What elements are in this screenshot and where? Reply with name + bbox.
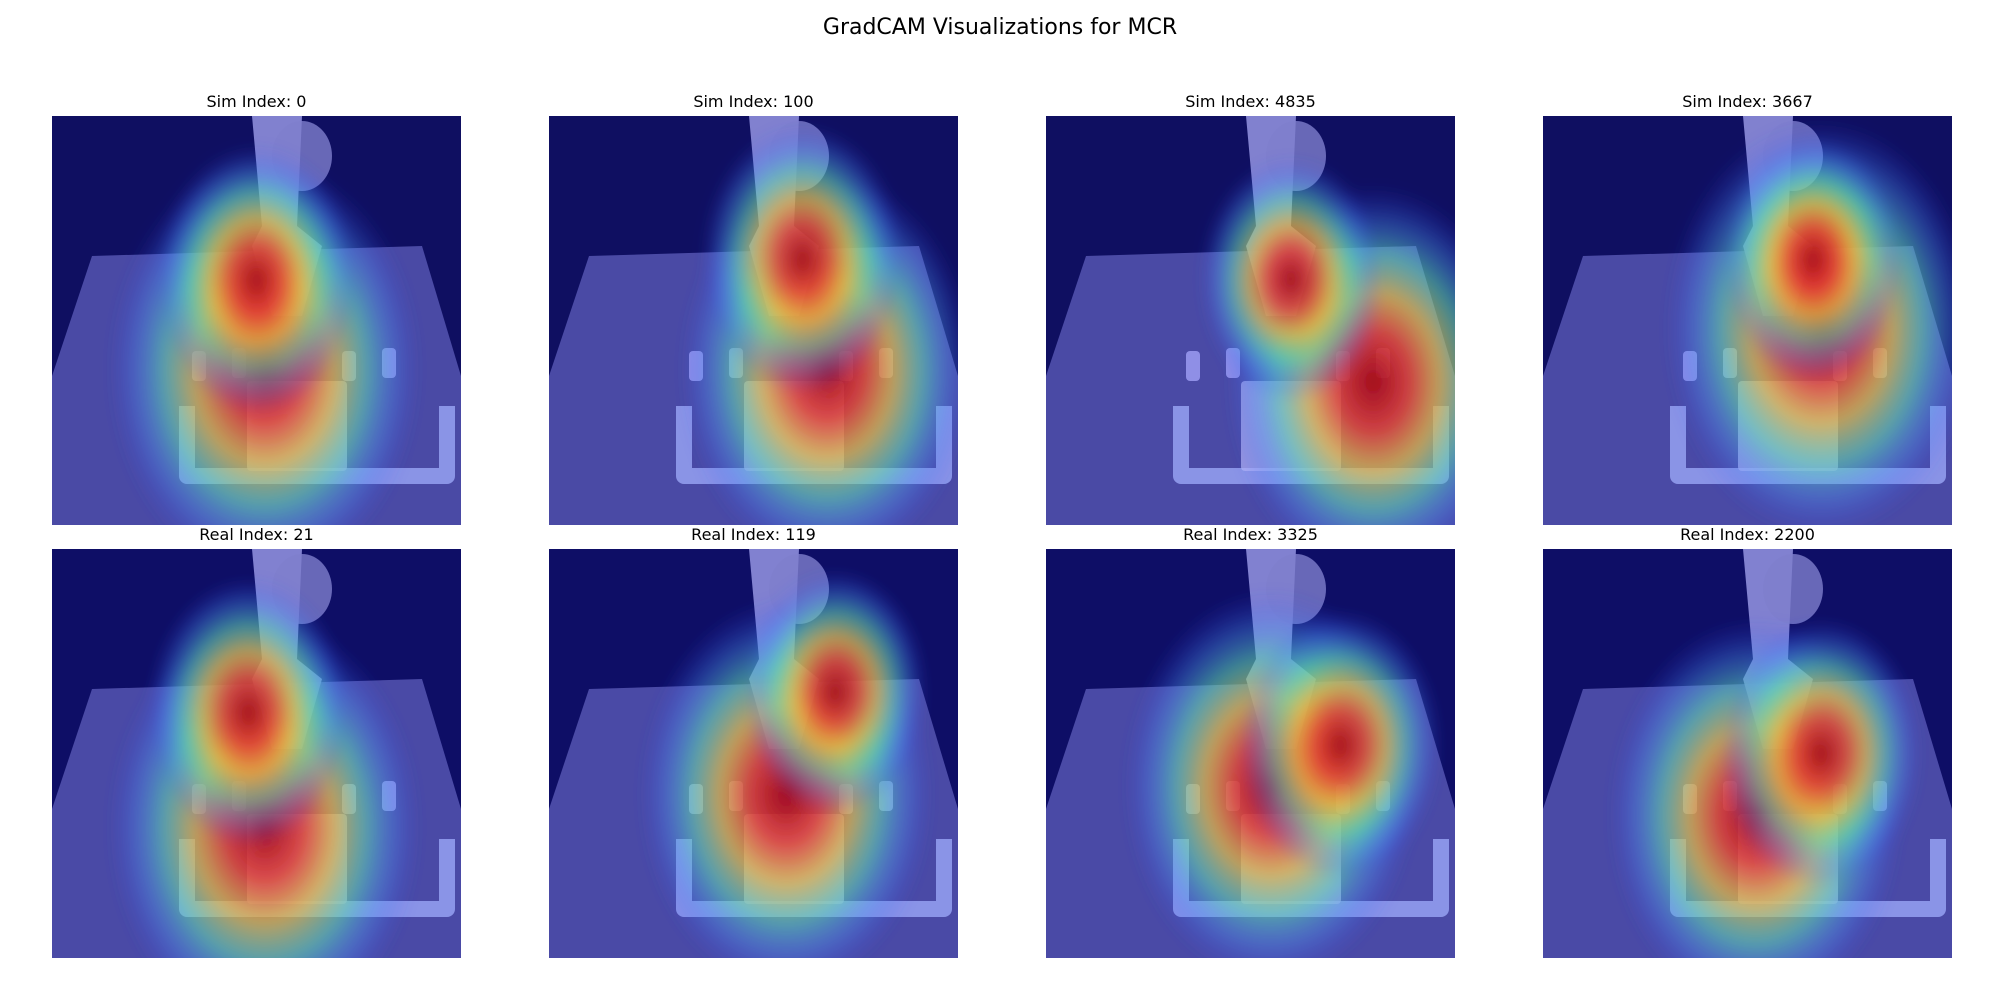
heat-blob [1719,618,1923,889]
overlay-wash [1046,116,1455,525]
overlay-wash [549,116,958,525]
gradcam-image [1543,116,1952,525]
heatmap [1608,618,1923,958]
overlay-wash [1046,549,1455,958]
heatmap [679,124,958,525]
gradcam-image [1543,549,1952,958]
panel-title: Real Index: 21 [199,525,314,544]
panel-title: Sim Index: 100 [693,92,814,111]
overlay-wash [52,116,461,525]
heatmap [1123,589,1442,958]
overlay-wash [52,549,461,958]
heat-blob [1199,156,1384,403]
heatmap [639,569,934,958]
heatmap [1664,120,1952,525]
gradcam-image [52,116,461,525]
gradcam-image [52,549,461,958]
peg [1186,351,1200,381]
heatmap [108,144,422,525]
heatmap [1199,156,1455,525]
heat-blob [155,144,358,415]
heat-blob [701,124,904,395]
overlay-wash [1543,549,1952,958]
panel-title: Sim Index: 4835 [1185,92,1316,111]
panel-title: Sim Index: 0 [206,92,307,111]
panel-title: Real Index: 2200 [1680,525,1815,544]
overlay-wash [549,549,958,958]
robot-joint [1763,554,1823,624]
heat-blob [1239,610,1442,881]
gradcam-image [549,549,958,958]
heat-blob [743,569,928,815]
gradcam-image [549,116,958,525]
panel-title: Real Index: 3325 [1183,525,1318,544]
heatmap [108,577,422,958]
gradcam-image [1046,116,1455,525]
overlay-wash [1543,116,1952,525]
heat-blob [147,577,350,848]
heat-blob [1720,136,1905,382]
figure-title: GradCAM Visualizations for MCR [822,15,1178,40]
panel-title: Real Index: 119 [691,525,816,544]
gradcam-image [1046,549,1455,958]
panel-title: Sim Index: 3667 [1682,92,1813,111]
